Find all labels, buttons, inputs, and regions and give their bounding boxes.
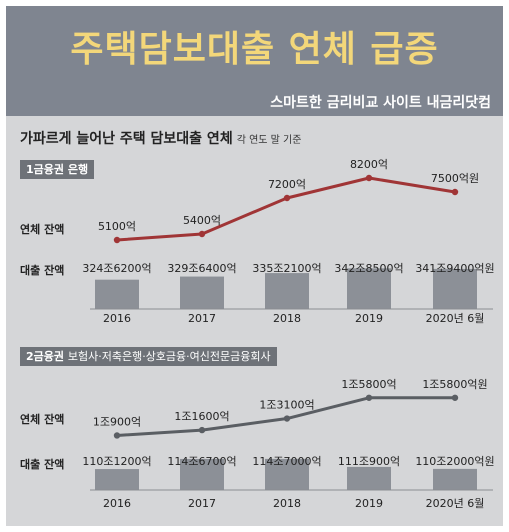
bank-loan-label: 342조8500억: [334, 262, 403, 275]
charts-svg: 324조6200억 329조6400억 335조2100억 342조8500억 341조…: [82, 158, 494, 510]
chart-note: 각 연도 말 기준: [236, 135, 302, 146]
bank-loan-label: 329조6400억: [167, 262, 236, 275]
bank-delinquency-label: 7500억원: [431, 172, 479, 185]
bank-delinquency-label: 7200억: [268, 178, 306, 191]
nonbank-delinquency-point: [283, 415, 291, 422]
nonbank-loan-label: 110조1200억: [82, 455, 151, 468]
bank-loan-bar: [433, 268, 477, 309]
bank-loan-bar: [180, 276, 224, 309]
nonbank-loan-bar: [180, 458, 224, 490]
nonbank-loan-label: 114조6700억: [167, 455, 236, 468]
nonbank-loan-label: 114조7000억: [252, 455, 321, 468]
nonbank-loan-bar: [95, 469, 139, 490]
nonbank-delinquency-row-label: 연체 잔액: [20, 413, 65, 426]
nonbank-delinquency-label: 1조1600억: [174, 410, 229, 423]
nonbank-delinquency-label: 1조3100억: [259, 399, 314, 412]
nonbank-delinquency-point: [365, 394, 373, 401]
banner: 주택담보대출 연체 급증 스마트한 금리비교 사이트 내금리닷컴: [6, 6, 503, 116]
bank-category-label: 2018: [273, 312, 301, 325]
nonbank-category-label: 2019: [355, 497, 383, 510]
nonbank-loan-label: 110조2000억원: [415, 455, 494, 468]
nonbank-loan-label: 111조900억: [338, 455, 400, 468]
section-tag-nonbank-label: 2금융권: [26, 350, 65, 363]
bank-loan-bar: [347, 268, 391, 309]
chart-panel: 가파르게 늘어난 주택 담보대출 연체 각 연도 말 기준 1금융권 은행 연체 …: [6, 116, 503, 526]
bank-category-label: 2020년 6월: [426, 312, 485, 325]
nonbank-category-label: 2017: [188, 497, 216, 510]
bank-delinquency-point: [113, 236, 121, 244]
nonbank-delinquency-label: 1조5800억: [341, 378, 396, 391]
bank-loan-label: 335조2100억: [252, 262, 321, 275]
nonbank-delinquency-label: 1조900억: [93, 415, 141, 428]
bank-category-label: 2016: [103, 312, 131, 325]
bank-delinquency-label: 5100억: [98, 220, 136, 233]
bank-loan-row-label: 대출 잔액: [20, 264, 65, 277]
bank-delinquency-label: 8200억: [350, 158, 388, 171]
bank-loan-bar: [95, 279, 139, 309]
bank-delinquency-point: [365, 174, 373, 182]
bank-loan-bar: [265, 273, 309, 309]
banner-source: 스마트한 금리비교 사이트 내금리닷컴: [270, 95, 491, 111]
bank-delinquency-label: 5400억: [183, 214, 221, 227]
bank-delinquency-point: [451, 188, 459, 196]
nonbank-delinquency-label: 1조5800억원: [422, 378, 487, 391]
nonbank-loan-bar: [347, 466, 391, 490]
section-tag-bank: 1금융권 은행: [20, 160, 95, 179]
bank-loan-label: 324조6200억: [82, 262, 151, 275]
bank-category-label: 2017: [188, 312, 216, 325]
chart-title: 가파르게 늘어난 주택 담보대출 연체: [20, 131, 233, 147]
section-tag-bank-label: 1금융권 은행: [26, 163, 89, 176]
nonbank-category-label: 2016: [103, 497, 131, 510]
bank-delinquency-row-label: 연체 잔액: [20, 223, 65, 236]
bank-loan-label: 341조9400억원: [415, 262, 494, 275]
banner-title: 주택담보대출 연체 급증: [70, 29, 439, 70]
nonbank-delinquency-point: [451, 394, 459, 401]
chart-heading: 가파르게 늘어난 주택 담보대출 연체 각 연도 말 기준: [20, 128, 301, 148]
nonbank-delinquency-point: [113, 432, 121, 439]
bank-category-label: 2019: [355, 312, 383, 325]
nonbank-delinquency-point: [198, 426, 206, 434]
nonbank-category-label: 2020년 6월: [426, 497, 485, 510]
section-tag-nonbank-detail: 보험사·저축은행·상호금융·여신전문금융회사: [67, 350, 271, 363]
bank-delinquency-point: [198, 230, 206, 238]
bank-delinquency-point: [283, 194, 291, 202]
section-tag-nonbank: 2금융권 보험사·저축은행·상호금융·여신전문금융회사: [20, 347, 277, 366]
nonbank-loan-bar: [265, 458, 309, 490]
nonbank-loan-row-label: 대출 잔액: [20, 458, 65, 471]
nonbank-loan-bar: [433, 468, 477, 490]
nonbank-category-label: 2018: [273, 497, 301, 510]
